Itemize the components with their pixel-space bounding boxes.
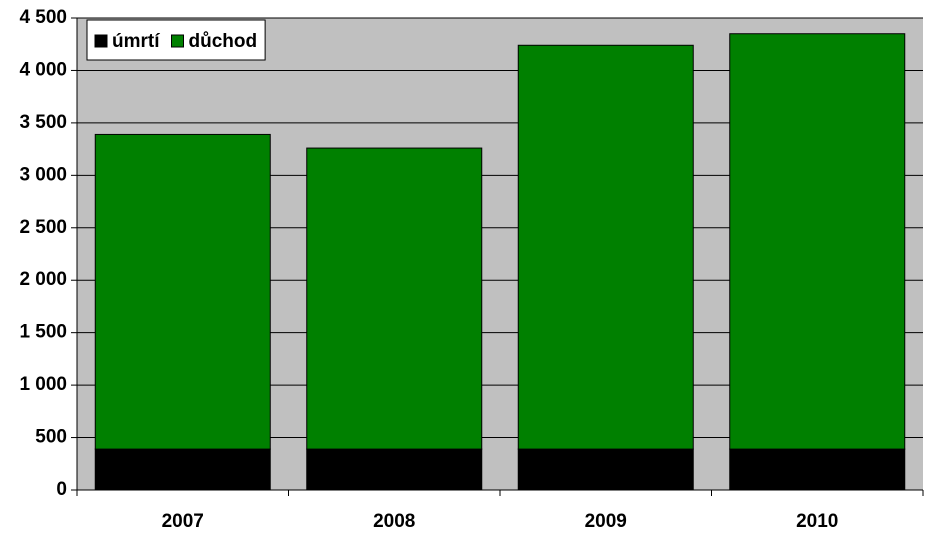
legend-swatch xyxy=(94,34,108,48)
x-tick-label: 2008 xyxy=(373,511,415,532)
y-tick-label: 4 500 xyxy=(19,7,67,28)
y-tick-label: 1 000 xyxy=(19,374,67,395)
legend-label: důchod xyxy=(189,31,258,52)
y-tick-label: 4 000 xyxy=(19,59,67,80)
x-tick-label: 2010 xyxy=(796,511,838,532)
bar-segment xyxy=(729,33,906,450)
bar-segment xyxy=(517,448,694,491)
bar-segment xyxy=(306,147,483,450)
x-tick-label: 2007 xyxy=(162,511,204,532)
y-tick-label: 0 xyxy=(56,479,67,500)
bar-segment xyxy=(729,448,906,491)
y-tick-label: 1 500 xyxy=(19,322,67,343)
bar-segment xyxy=(94,133,271,450)
y-tick-label: 500 xyxy=(35,427,67,448)
legend-label: úmrtí xyxy=(112,31,160,52)
y-tick-label: 2 000 xyxy=(19,269,67,290)
bar-segment xyxy=(94,448,271,491)
y-tick-label: 3 000 xyxy=(19,164,67,185)
x-tick-label: 2009 xyxy=(585,511,627,532)
bar-segment xyxy=(517,44,694,450)
bar-segment xyxy=(306,448,483,491)
y-tick-label: 3 500 xyxy=(19,112,67,133)
y-tick-label: 2 500 xyxy=(19,217,67,238)
legend-swatch xyxy=(171,34,184,48)
